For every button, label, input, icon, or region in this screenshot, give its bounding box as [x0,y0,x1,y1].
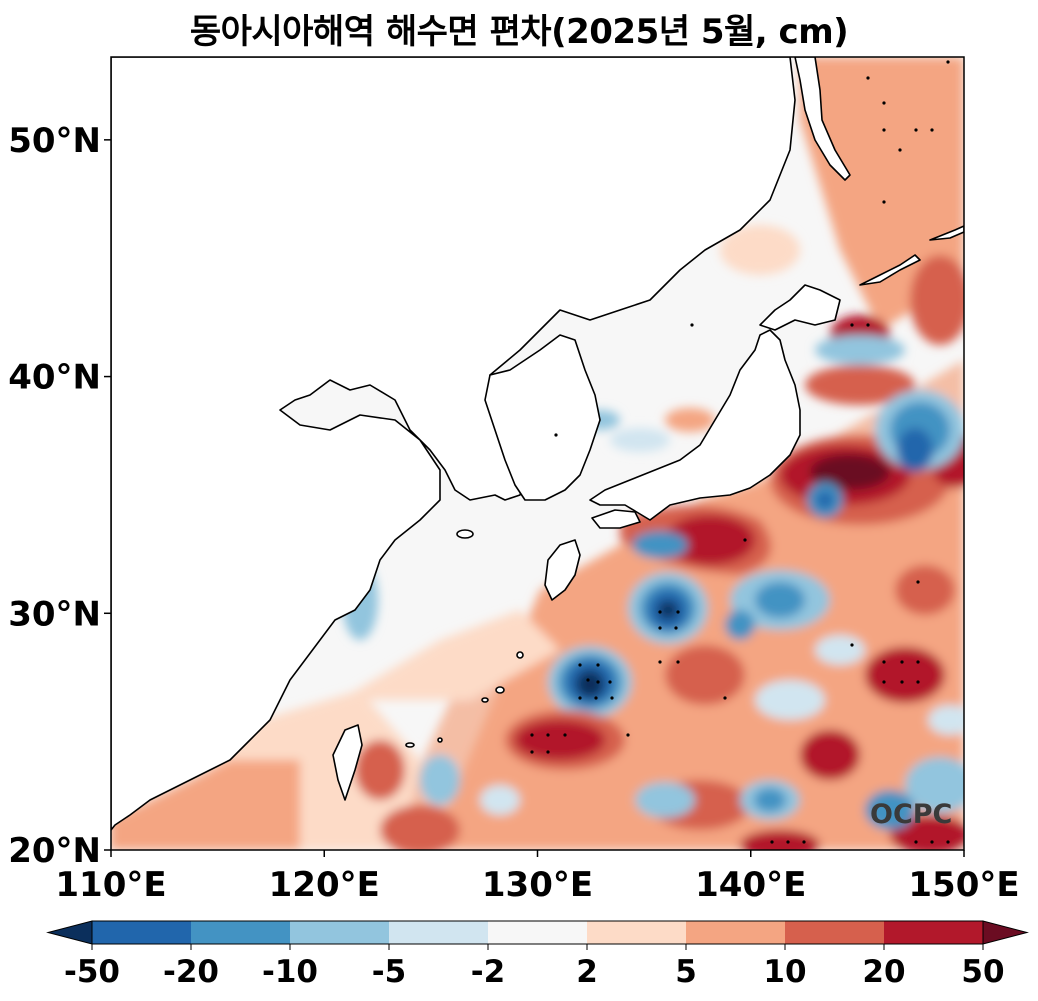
colorbar-frame [91,920,984,945]
colorbar-label: 50 [961,954,1004,990]
colorbar-segment [389,921,489,944]
colorbar-segment [587,921,687,944]
lat-tick-label: 20°N [8,831,101,871]
lat-tick-label: 50°N [8,121,101,161]
lon-tick-label: 130°E [482,865,593,905]
shikoku-island [591,509,641,529]
longitude-axis: 110°E 120°E 130°E 140°E 150°E [55,850,1020,905]
colorbar-label: 5 [675,954,697,990]
lon-tick-label: 140°E [695,865,806,905]
jeju-island [456,529,474,539]
lon-tick-label: 110°E [55,865,166,905]
latitude-axis: 50°N 40°N 30°N 20°N [8,121,111,871]
colorbar: -50 -20 -10 -5 -2 2 5 10 20 50 [46,920,1029,990]
lon-tick-label: 120°E [269,865,380,905]
colorbar-label: 10 [763,954,806,990]
colorbar-segment [191,921,291,944]
asia-mainland [111,57,796,831]
colorbar-label: -2 [471,954,505,990]
colorbar-label: -50 [64,954,120,990]
colorbar-extend-low [46,920,93,945]
sakhalin-island [794,57,851,181]
map-title: 동아시아해역 해수면 편차(2025년 5월, cm) [189,12,849,52]
colorbar-segment [686,921,786,944]
colorbar-label: -20 [163,954,219,990]
korea-peninsula [484,334,601,501]
colorbar-label: 20 [862,954,905,990]
colorbar-label: 2 [576,954,598,990]
land [111,57,964,831]
taiwan-island [332,724,363,801]
plot-area: OCPC [111,57,964,850]
significance-dots [530,60,950,844]
hokkaido-island [759,284,841,331]
colorbar-segment [92,921,192,944]
colorbar-label: -5 [372,954,406,990]
honshu-island [589,329,801,521]
anomaly-field [111,57,964,850]
colorbar-segment [884,921,984,944]
colorbar-label: -10 [262,954,318,990]
colorbar-segment [785,921,885,944]
colorbar-segment [290,921,390,944]
lat-tick-label: 30°N [8,594,101,634]
colorbar-segment [488,921,588,944]
colorbar-extend-high [982,920,1029,945]
lat-tick-label: 40°N [8,358,101,398]
kyushu-island [544,539,581,601]
ocpc-watermark: OCPC [870,799,952,830]
lon-tick-label: 150°E [908,865,1019,905]
